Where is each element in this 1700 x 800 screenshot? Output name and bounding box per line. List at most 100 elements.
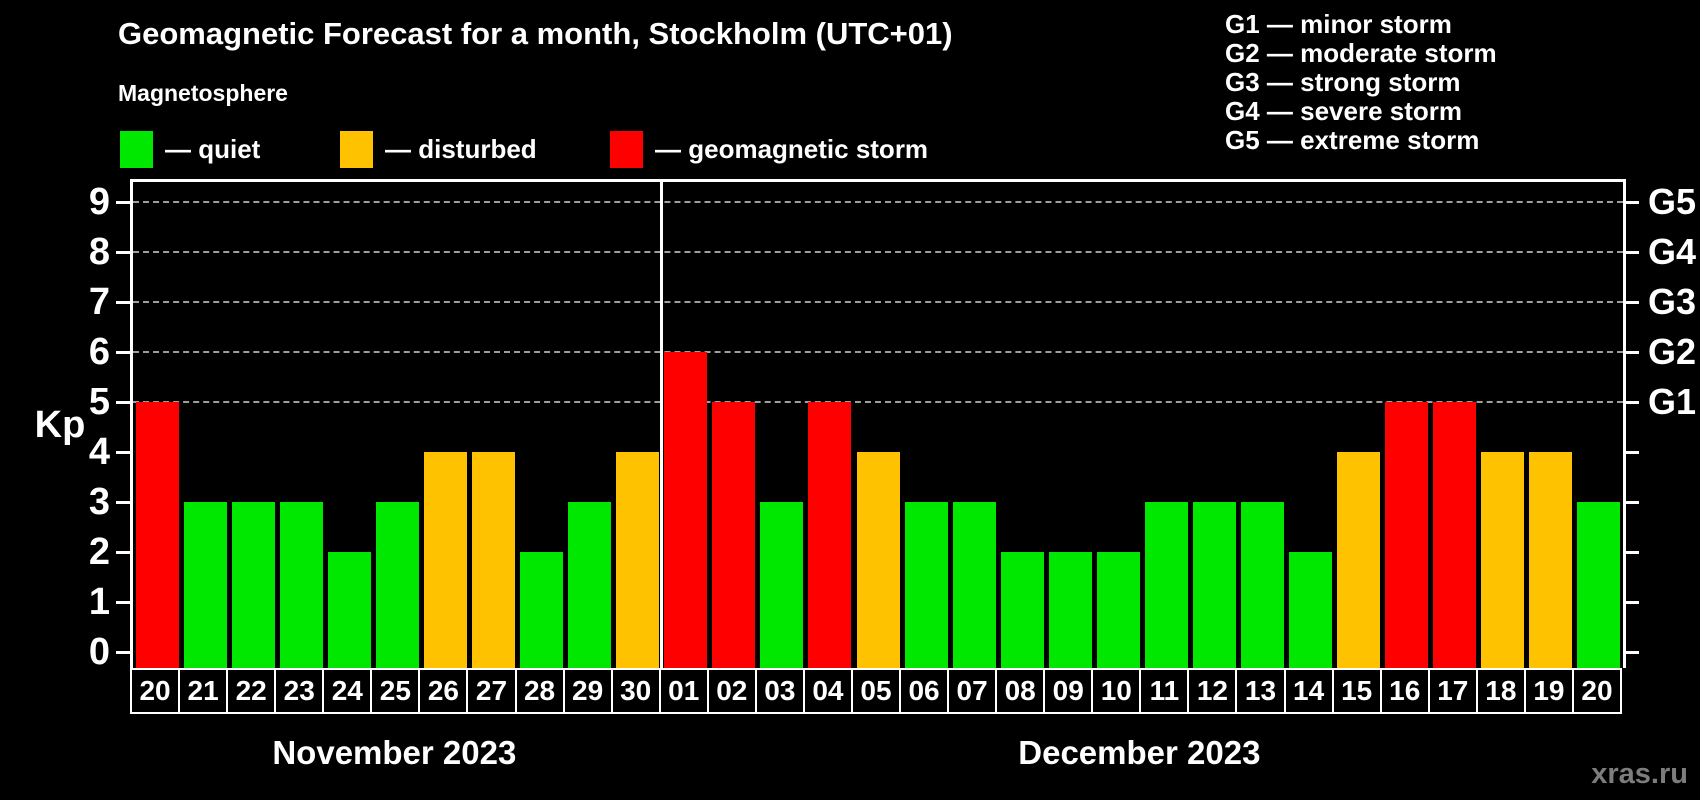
- kp-bar-december-14: [1289, 552, 1333, 668]
- kp-bar-december-10: [1096, 552, 1140, 668]
- legend-label-quiet: — quiet: [165, 134, 261, 164]
- day-label-november-25: 25: [370, 668, 421, 714]
- month-separator: [660, 182, 664, 668]
- kp-bar-november-29: [568, 502, 612, 668]
- day-label-december-01: 01: [658, 668, 709, 714]
- kp-bar-december-12: [1192, 502, 1236, 668]
- day-label-november-23: 23: [274, 668, 325, 714]
- day-label-november-30: 30: [610, 668, 661, 714]
- kp-bar-november-22: [231, 502, 275, 668]
- right-tick-3: [1624, 500, 1639, 504]
- chart-title: Geomagnetic Forecast for a month, Stockh…: [118, 16, 953, 51]
- y-tick-label-7: 7: [88, 281, 110, 323]
- kp-bar-december-11: [1144, 502, 1188, 668]
- kp-bar-december-13: [1241, 502, 1285, 668]
- gridline-kp-9: [133, 201, 1623, 203]
- day-label-december-18: 18: [1475, 668, 1526, 714]
- kp-bar-december-01: [664, 352, 708, 668]
- day-label-december-09: 09: [1043, 668, 1094, 714]
- kp-bar-december-18: [1481, 452, 1525, 668]
- right-tick-4: [1624, 450, 1639, 454]
- day-label-december-03: 03: [754, 668, 805, 714]
- y-tick-5: [116, 400, 130, 404]
- day-label-december-20: 20: [1571, 668, 1622, 714]
- gridline-kp-6: [133, 351, 1623, 353]
- g-legend-line-3: G3 — strong storm: [1225, 67, 1461, 97]
- day-label-december-13: 13: [1235, 668, 1286, 714]
- right-tick-1: [1624, 600, 1639, 604]
- day-label-december-05: 05: [850, 668, 902, 714]
- gridline-kp-8: [133, 251, 1623, 253]
- day-label-december-10: 10: [1091, 668, 1142, 714]
- right-tick-7: [1624, 300, 1639, 304]
- y-tick-1: [116, 600, 130, 604]
- g-legend-line-1: G1 — minor storm: [1225, 9, 1452, 39]
- y-tick-label-1: 1: [88, 581, 110, 623]
- kp-bar-december-08: [1000, 552, 1044, 668]
- y-tick-label-2: 2: [88, 531, 110, 573]
- day-label-december-15: 15: [1331, 668, 1382, 714]
- g-scale-legend: G1 — minor storm G2 — moderate storm G3 — …: [1225, 10, 1497, 155]
- day-label-december-07: 07: [947, 668, 998, 714]
- kp-bar-november-24: [327, 552, 371, 668]
- disturbed-color-swatch: [340, 131, 373, 168]
- month-label-december: December 2023: [1018, 734, 1261, 771]
- y-axis-title: Kp: [34, 404, 86, 446]
- kp-bar-december-05: [856, 452, 900, 668]
- y-tick-label-5: 5: [88, 381, 110, 423]
- kp-bar-december-02: [712, 402, 756, 668]
- legend-label-disturbed: — disturbed: [385, 134, 537, 164]
- day-label-december-19: 19: [1523, 668, 1574, 714]
- g-legend-line-5: G5 — extreme storm: [1225, 125, 1480, 155]
- day-label-december-11: 11: [1139, 668, 1190, 714]
- y-tick-3: [116, 500, 130, 504]
- day-label-december-17: 17: [1427, 668, 1478, 714]
- right-tick-9: [1624, 200, 1639, 204]
- kp-bar-november-30: [616, 452, 660, 668]
- kp-bar-december-17: [1433, 402, 1477, 668]
- y-tick-4: [116, 450, 130, 454]
- kp-bar-november-27: [471, 452, 515, 668]
- kp-bar-november-25: [375, 502, 419, 668]
- g-legend-line-2: G2 — moderate storm: [1225, 38, 1497, 68]
- y-tick-9: [116, 200, 130, 204]
- kp-bar-november-21: [183, 502, 227, 668]
- kp-bar-november-23: [279, 502, 323, 668]
- g-level-label-g3: G3: [1648, 281, 1697, 322]
- right-tick-6: [1624, 350, 1639, 354]
- right-tick-8: [1624, 250, 1639, 254]
- day-label-november-22: 22: [226, 668, 277, 714]
- y-tick-label-4: 4: [88, 431, 110, 473]
- right-tick-0: [1624, 650, 1639, 654]
- plot-area: [130, 179, 1626, 668]
- watermark: xras.ru: [1591, 758, 1688, 790]
- day-label-november-29: 29: [562, 668, 613, 714]
- y-tick-2: [116, 550, 130, 554]
- legend-item-storm: — geomagnetic storm: [610, 131, 928, 168]
- y-tick-7: [116, 300, 130, 304]
- g-level-label-g1: G1: [1648, 381, 1697, 422]
- g-level-label-g2: G2: [1648, 331, 1697, 372]
- day-label-december-16: 16: [1379, 668, 1430, 714]
- y-tick-label-8: 8: [88, 231, 110, 273]
- kp-bar-november-28: [520, 552, 564, 668]
- chart-subtitle: Magnetosphere: [118, 80, 288, 106]
- day-label-november-26: 26: [418, 668, 469, 714]
- y-tick-label-6: 6: [88, 331, 110, 373]
- day-label-november-27: 27: [466, 668, 517, 714]
- legend-item-disturbed: — disturbed: [340, 131, 537, 168]
- gridline-kp-7: [133, 301, 1623, 303]
- y-tick-label-0: 0: [88, 631, 110, 673]
- kp-bar-december-03: [760, 502, 804, 668]
- month-label-november: November 2023: [272, 734, 517, 771]
- day-label-december-14: 14: [1283, 668, 1334, 714]
- right-tick-5: [1624, 400, 1639, 404]
- kp-bar-december-20: [1577, 502, 1621, 668]
- right-tick-2: [1624, 550, 1639, 554]
- legend-item-quiet: — quiet: [120, 131, 260, 168]
- kp-bar-december-06: [904, 502, 948, 668]
- g-level-label-g5: G5: [1648, 181, 1697, 222]
- storm-color-swatch: [610, 131, 643, 168]
- legend-label-storm: — geomagnetic storm: [655, 134, 929, 164]
- y-tick-label-9: 9: [88, 181, 110, 223]
